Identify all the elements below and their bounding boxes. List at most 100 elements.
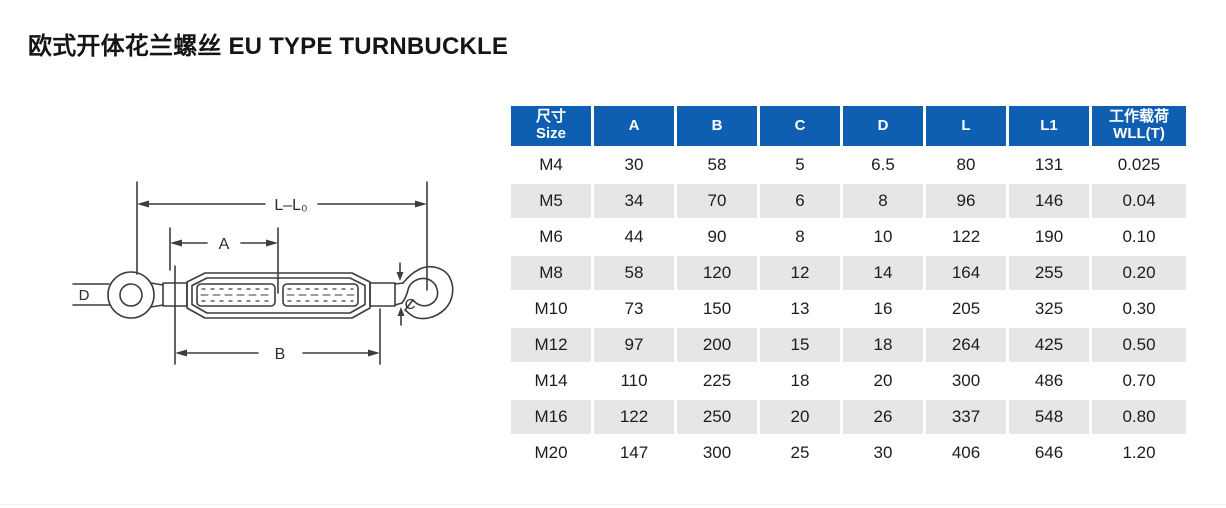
table-row: M10 73 150 13 16 205 325 0.30 — [511, 292, 1186, 326]
value-cell: 0.70 — [1092, 364, 1186, 398]
value-cell: 0.025 — [1092, 148, 1186, 182]
value-cell: 20 — [843, 364, 923, 398]
turnbuckle-diagram: L–L₀ A — [55, 166, 500, 401]
table-row: M12 97 200 15 18 264 425 0.50 — [511, 328, 1186, 362]
value-cell: 1.20 — [1092, 436, 1186, 470]
value-cell: 0.50 — [1092, 328, 1186, 362]
col-header-c: C — [760, 106, 840, 146]
value-cell: 406 — [926, 436, 1006, 470]
value-cell: 80 — [926, 148, 1006, 182]
table-row: M6 44 90 8 10 122 190 0.10 — [511, 220, 1186, 254]
value-cell: 44 — [594, 220, 674, 254]
value-cell: 58 — [677, 148, 757, 182]
page-bottom-edge — [0, 504, 1226, 505]
value-cell: 250 — [677, 400, 757, 434]
dimension-d: D — [72, 283, 110, 306]
value-cell: 8 — [843, 184, 923, 218]
dim-label-a: A — [219, 236, 230, 253]
col-header-wll: 工作载荷 WLL(T) — [1092, 106, 1186, 146]
value-cell: 0.04 — [1092, 184, 1186, 218]
value-cell: 325 — [1009, 292, 1089, 326]
value-cell: 30 — [843, 436, 923, 470]
table-header-row: 尺寸 Size A B C D L L1 工作载荷 WLL(T) — [511, 106, 1186, 146]
stud-end-right — [369, 282, 396, 307]
threaded-stud-right — [282, 283, 359, 307]
value-cell: 122 — [594, 400, 674, 434]
turnbuckle-body — [162, 272, 396, 319]
table-row: M5 34 70 6 8 96 146 0.04 — [511, 184, 1186, 218]
value-cell: 337 — [926, 400, 1006, 434]
value-cell: 146 — [1009, 184, 1089, 218]
value-cell: 190 — [1009, 220, 1089, 254]
value-cell: 20 — [760, 400, 840, 434]
value-cell: 18 — [843, 328, 923, 362]
value-cell: 110 — [594, 364, 674, 398]
col-header-size: 尺寸 Size — [511, 106, 591, 146]
value-cell: 6 — [760, 184, 840, 218]
dimension-c: C — [396, 262, 416, 326]
value-cell: 90 — [677, 220, 757, 254]
value-cell: 646 — [1009, 436, 1089, 470]
value-cell: 0.30 — [1092, 292, 1186, 326]
value-cell: 34 — [594, 184, 674, 218]
value-cell: 96 — [926, 184, 1006, 218]
size-cell: M10 — [511, 292, 591, 326]
value-cell: 73 — [594, 292, 674, 326]
value-cell: 6.5 — [843, 148, 923, 182]
value-cell: 14 — [843, 256, 923, 290]
col-header-d: D — [843, 106, 923, 146]
spec-table-body: M4 30 58 5 6.5 80 131 0.025 M5 34 70 6 8 96 146 0.04 M6 4… — [511, 148, 1186, 470]
table-row: M14 110 225 18 20 300 486 0.70 — [511, 364, 1186, 398]
value-cell: 97 — [594, 328, 674, 362]
value-cell: 15 — [760, 328, 840, 362]
value-cell: 150 — [677, 292, 757, 326]
value-cell: 16 — [843, 292, 923, 326]
value-cell: 10 — [843, 220, 923, 254]
value-cell: 18 — [760, 364, 840, 398]
value-cell: 0.10 — [1092, 220, 1186, 254]
value-cell: 0.20 — [1092, 256, 1186, 290]
value-cell: 12 — [760, 256, 840, 290]
value-cell: 25 — [760, 436, 840, 470]
value-cell: 8 — [760, 220, 840, 254]
size-cell: M4 — [511, 148, 591, 182]
page-title: 欧式开体花兰螺丝 EU TYPE TURNBUCKLE — [28, 33, 509, 60]
table-row: M4 30 58 5 6.5 80 131 0.025 — [511, 148, 1186, 182]
col-header-l1: L1 — [1009, 106, 1089, 146]
value-cell: 30 — [594, 148, 674, 182]
dim-label-overall: L–L₀ — [274, 197, 307, 214]
value-cell: 131 — [1009, 148, 1089, 182]
table-row: M16 122 250 20 26 337 548 0.80 — [511, 400, 1186, 434]
value-cell: 425 — [1009, 328, 1089, 362]
value-cell: 58 — [594, 256, 674, 290]
size-cell: M14 — [511, 364, 591, 398]
value-cell: 26 — [843, 400, 923, 434]
value-cell: 147 — [594, 436, 674, 470]
value-cell: 300 — [926, 364, 1006, 398]
dimension-overall: L–L₀ — [136, 181, 428, 291]
dim-label-b: B — [275, 346, 286, 363]
col-header-l: L — [926, 106, 1006, 146]
value-cell: 164 — [926, 256, 1006, 290]
col-header-size-en: Size — [535, 125, 566, 142]
size-cell: M20 — [511, 436, 591, 470]
value-cell: 5 — [760, 148, 840, 182]
eye-end — [107, 271, 164, 319]
hook-end — [394, 266, 454, 320]
value-cell: 200 — [677, 328, 757, 362]
value-cell: 120 — [677, 256, 757, 290]
size-cell: M16 — [511, 400, 591, 434]
turnbuckle-drawing: L–L₀ A — [72, 181, 454, 365]
value-cell: 548 — [1009, 400, 1089, 434]
col-header-a: A — [594, 106, 674, 146]
size-cell: M8 — [511, 256, 591, 290]
value-cell: 486 — [1009, 364, 1089, 398]
value-cell: 205 — [926, 292, 1006, 326]
table-row: M20 147 300 25 30 406 646 1.20 — [511, 436, 1186, 470]
value-cell: 0.80 — [1092, 400, 1186, 434]
dimension-b: B — [174, 265, 381, 365]
col-header-size-zh: 尺寸 — [535, 108, 566, 126]
value-cell: 255 — [1009, 256, 1089, 290]
size-cell: M6 — [511, 220, 591, 254]
